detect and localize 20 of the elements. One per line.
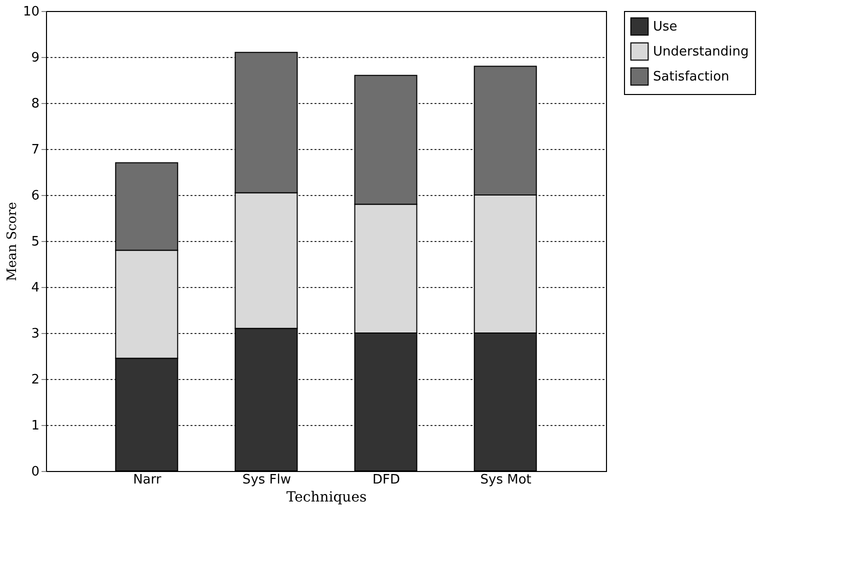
y-tick-label: 5: [31, 234, 40, 250]
y-tick-label: 10: [22, 4, 40, 20]
y-tick-label: 8: [31, 96, 40, 112]
legend-label: Use: [653, 20, 678, 34]
x-tick-label: Narr: [133, 472, 162, 488]
y-tick-label: 7: [31, 142, 40, 158]
y-tick-label: 2: [31, 372, 40, 388]
x-tick-label: Sys Flw: [242, 472, 292, 488]
x-tick-label: Sys Mot: [480, 472, 532, 488]
x-tick-label: DFD: [372, 472, 400, 488]
y-tick-label: 6: [31, 188, 40, 204]
legend-label: Satisfaction: [653, 70, 730, 84]
y-axis-title: Mean Score: [4, 202, 20, 282]
y-tick-label: 3: [31, 326, 40, 342]
y-tick-label: 4: [31, 280, 40, 296]
legend-label: Understanding: [653, 44, 749, 60]
x-axis-title: Techniques: [286, 490, 367, 506]
y-tick-label: 9: [31, 50, 40, 66]
y-tick-label: 0: [31, 464, 40, 480]
y-tick-label: 1: [31, 418, 40, 434]
